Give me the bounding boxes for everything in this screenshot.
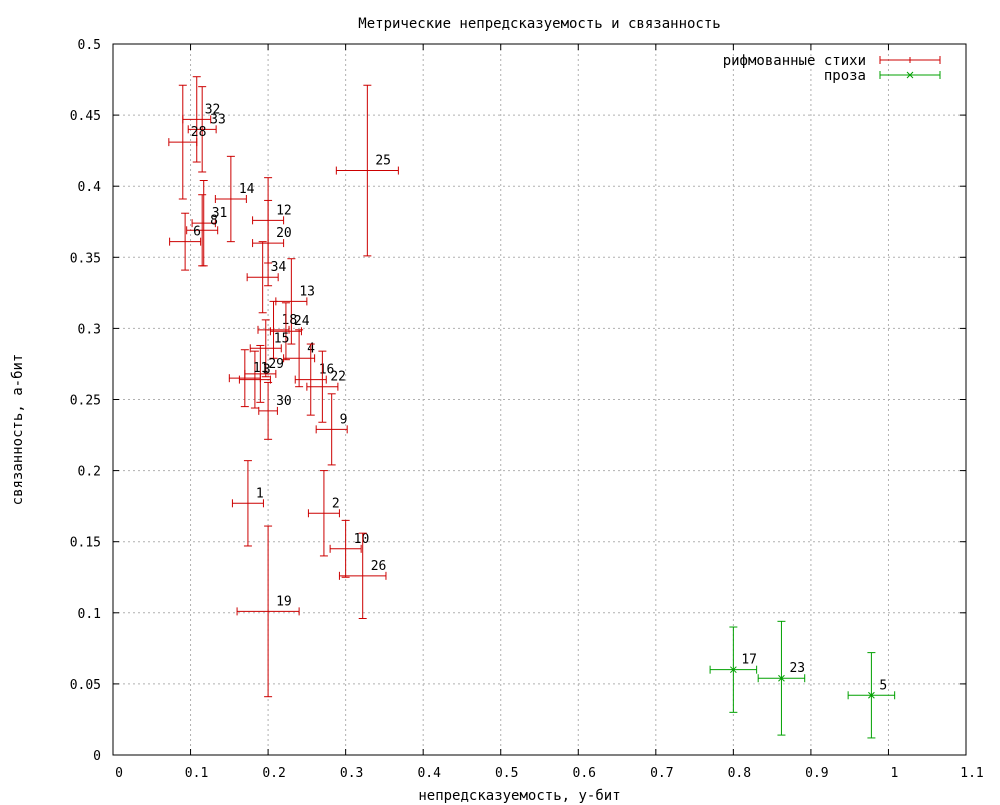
y-tick-label: 0.45 bbox=[70, 109, 101, 124]
legend-item: рифмованные стихи bbox=[723, 53, 941, 69]
grid-lines bbox=[113, 44, 966, 755]
x-tick-label: 0.9 bbox=[805, 766, 828, 781]
y-tick-label: 0 bbox=[93, 749, 101, 764]
y-tick-label: 0.25 bbox=[70, 394, 101, 409]
point-label: 1 bbox=[256, 486, 264, 501]
data-point: 15 bbox=[249, 319, 290, 378]
point-label: 14 bbox=[239, 182, 255, 197]
x-tick-label: 1.1 bbox=[960, 766, 983, 781]
data-point: 23 bbox=[757, 620, 806, 736]
point-label: 26 bbox=[371, 559, 387, 574]
point-label: 31 bbox=[212, 206, 228, 221]
x-tick-label: 0.1 bbox=[185, 766, 208, 781]
legend-label: рифмованные стихи bbox=[723, 53, 866, 69]
y-tick-label: 0.15 bbox=[70, 536, 101, 551]
y-tick-label: 0.1 bbox=[78, 607, 101, 622]
y-axis-label: связанность, а-бит bbox=[10, 354, 26, 506]
y-tick-label: 0.05 bbox=[70, 678, 101, 693]
point-label: 25 bbox=[375, 154, 391, 169]
point-label: 2 bbox=[332, 496, 340, 511]
point-label: 22 bbox=[330, 370, 346, 385]
data-point: 25 bbox=[335, 84, 399, 257]
x-tick-label: 0.3 bbox=[340, 766, 363, 781]
data-point: 30 bbox=[258, 381, 292, 440]
series-layer: 3233282514123186203413182415416222931130… bbox=[168, 76, 896, 739]
point-label: 28 bbox=[191, 125, 207, 140]
point-label: 13 bbox=[299, 284, 315, 299]
x-tick-label: 0 bbox=[115, 766, 123, 781]
data-point: 20 bbox=[252, 199, 292, 287]
data-point: 5 bbox=[847, 652, 896, 739]
data-point: 1 bbox=[231, 460, 264, 547]
point-label: 34 bbox=[271, 260, 287, 275]
data-point: 9 bbox=[315, 393, 348, 466]
point-label: 5 bbox=[879, 678, 887, 693]
point-label: 3 bbox=[263, 363, 271, 378]
point-marker bbox=[730, 666, 737, 674]
point-label: 11 bbox=[253, 361, 269, 376]
x-tick-label: 0.6 bbox=[573, 766, 596, 781]
point-label: 9 bbox=[340, 412, 348, 427]
data-point: 29 bbox=[244, 344, 284, 403]
data-point: 28 bbox=[168, 84, 207, 200]
legend-item: проза bbox=[824, 68, 941, 84]
data-point: 8 bbox=[186, 194, 219, 267]
x-axis-label: непредсказуемость, у-бит bbox=[418, 788, 620, 804]
y-tick-label: 0.35 bbox=[70, 251, 101, 266]
x-tick-label: 1 bbox=[891, 766, 899, 781]
point-label: 30 bbox=[276, 394, 292, 409]
legend-marker bbox=[906, 71, 914, 79]
point-label: 19 bbox=[276, 594, 292, 609]
data-point: 26 bbox=[338, 532, 387, 619]
point-label: 15 bbox=[274, 331, 290, 346]
data-point: 10 bbox=[329, 519, 370, 578]
x-tick-label: 0.2 bbox=[262, 766, 285, 781]
axis-ticks: 0 0.1 0.2 0.3 0.4 0.5 0.6 0.7 0.8 0.9 1 1.1 0 0.05 0.1… bbox=[70, 38, 984, 781]
point-label: 12 bbox=[276, 203, 292, 218]
data-point: 6 bbox=[169, 212, 202, 271]
chart-title: Метрические непредсказуемость и связанно… bbox=[358, 16, 720, 32]
data-point: 13 bbox=[275, 258, 315, 345]
point-label: 10 bbox=[354, 532, 370, 547]
data-point: 11 bbox=[228, 349, 269, 408]
data-point: 17 bbox=[709, 626, 758, 713]
y-tick-label: 0.4 bbox=[78, 180, 102, 195]
y-tick-label: 0.2 bbox=[78, 465, 101, 480]
data-point: 22 bbox=[306, 350, 346, 423]
point-label: 8 bbox=[210, 213, 218, 228]
point-label: 33 bbox=[210, 112, 226, 127]
point-label: 23 bbox=[789, 661, 805, 676]
point-label: 32 bbox=[205, 102, 221, 117]
point-label: 29 bbox=[268, 357, 284, 372]
data-point: 2 bbox=[307, 470, 340, 557]
point-label: 20 bbox=[276, 226, 292, 241]
data-point: 19 bbox=[236, 525, 300, 698]
x-tick-label: 0.8 bbox=[728, 766, 751, 781]
x-tick-label: 0.7 bbox=[650, 766, 673, 781]
series-1: 17 23 5 bbox=[709, 620, 896, 739]
data-point: 14 bbox=[214, 155, 255, 243]
data-point: 33 bbox=[187, 86, 226, 173]
legend-label: проза bbox=[824, 68, 866, 84]
y-tick-label: 0.5 bbox=[78, 38, 101, 53]
series-0: 3233282514123186203413182415416222931130… bbox=[168, 76, 399, 698]
point-marker bbox=[868, 691, 875, 699]
point-label: 6 bbox=[193, 225, 201, 240]
point-marker bbox=[778, 674, 785, 682]
point-label: 17 bbox=[741, 653, 757, 668]
data-point: 34 bbox=[246, 241, 287, 314]
x-tick-label: 0.5 bbox=[495, 766, 518, 781]
point-label: 24 bbox=[294, 314, 310, 329]
x-tick-label: 0.4 bbox=[417, 766, 441, 781]
data-point: 32 bbox=[182, 76, 221, 163]
y-tick-label: 0.3 bbox=[78, 322, 101, 337]
